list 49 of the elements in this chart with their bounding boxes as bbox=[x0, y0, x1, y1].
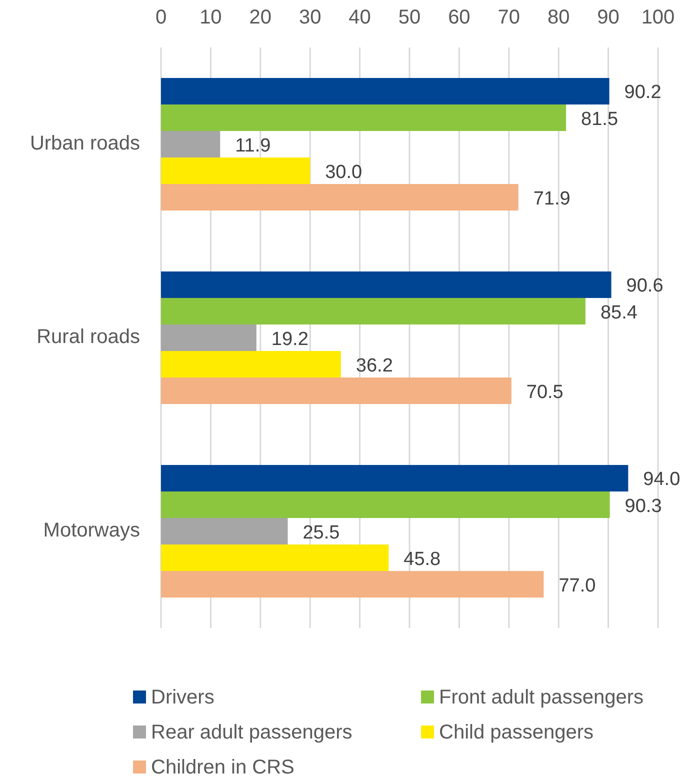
x-tick-label: 0 bbox=[155, 6, 167, 28]
bar bbox=[161, 184, 518, 211]
bar bbox=[161, 518, 288, 545]
bar bbox=[161, 351, 341, 378]
data-label: 11.9 bbox=[235, 135, 271, 156]
bar bbox=[161, 544, 389, 572]
x-tick-label: 40 bbox=[348, 6, 371, 28]
bar bbox=[161, 571, 544, 598]
bar bbox=[161, 324, 256, 352]
x-tick-label: 20 bbox=[249, 6, 272, 28]
bar bbox=[161, 78, 610, 104]
bar bbox=[161, 378, 512, 404]
data-label: 90.2 bbox=[624, 82, 662, 104]
legend-label: Child passengers bbox=[439, 721, 594, 744]
bar bbox=[161, 130, 220, 158]
data-label: 70.5 bbox=[526, 382, 564, 403]
data-label: 85.4 bbox=[600, 302, 638, 324]
y-tick-label: Urban roads bbox=[30, 132, 140, 155]
data-label: 71.9 bbox=[533, 188, 570, 210]
x-tick-label: 60 bbox=[448, 6, 470, 28]
data-label: 90.6 bbox=[626, 276, 664, 297]
bar bbox=[161, 298, 586, 324]
x-tick-label: 10 bbox=[200, 6, 222, 28]
bar bbox=[161, 491, 610, 518]
bar bbox=[161, 464, 628, 492]
x-tick-label: 70 bbox=[498, 6, 520, 28]
data-label: 30.0 bbox=[325, 162, 362, 183]
data-label: 45.8 bbox=[404, 548, 441, 570]
x-tick-label: 80 bbox=[547, 6, 570, 28]
data-label: 36.2 bbox=[356, 355, 393, 376]
x-tick-label: 100 bbox=[641, 6, 675, 28]
bar bbox=[161, 104, 566, 131]
x-tick-label: 90 bbox=[597, 6, 620, 28]
data-label: 81.5 bbox=[581, 108, 618, 130]
y-tick-label: Rural roads bbox=[36, 326, 140, 348]
legend-label: Rear adult passengers bbox=[151, 721, 352, 744]
x-tick-label: 50 bbox=[398, 6, 421, 28]
legend-label: Children in CRS bbox=[151, 756, 294, 778]
bar bbox=[161, 271, 612, 298]
data-label: 90.3 bbox=[624, 496, 662, 517]
legend-label: Drivers bbox=[151, 686, 214, 708]
data-label: 25.5 bbox=[302, 522, 340, 544]
bar bbox=[161, 158, 310, 184]
x-tick-label: 30 bbox=[298, 6, 322, 28]
legend-label: Front adult passengers bbox=[439, 686, 644, 708]
y-tick-label: Motorways bbox=[43, 520, 140, 542]
data-label: 19.2 bbox=[271, 328, 308, 350]
data-label: 77.0 bbox=[558, 575, 596, 596]
data-label: 94.0 bbox=[643, 469, 680, 490]
